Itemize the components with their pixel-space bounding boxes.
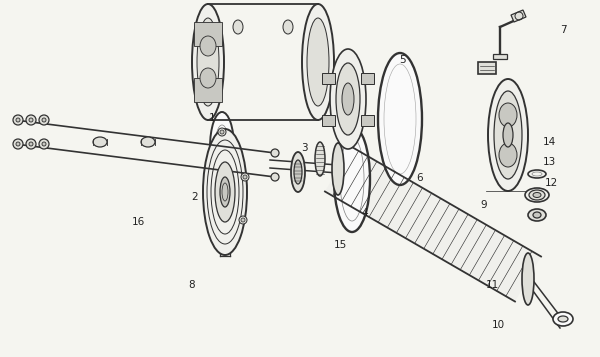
Ellipse shape (271, 173, 279, 181)
FancyBboxPatch shape (322, 115, 335, 126)
Text: 11: 11 (485, 280, 499, 290)
Text: 4: 4 (362, 208, 368, 218)
Text: 15: 15 (334, 240, 347, 250)
Ellipse shape (200, 36, 216, 56)
Ellipse shape (233, 20, 243, 34)
Text: 3: 3 (301, 143, 307, 153)
Ellipse shape (26, 139, 36, 149)
Ellipse shape (16, 142, 20, 146)
Ellipse shape (218, 128, 226, 136)
Ellipse shape (342, 83, 354, 115)
Text: 14: 14 (542, 137, 556, 147)
Ellipse shape (39, 139, 49, 149)
Ellipse shape (197, 18, 219, 106)
FancyBboxPatch shape (322, 72, 335, 84)
Ellipse shape (291, 152, 305, 192)
Ellipse shape (220, 177, 230, 207)
Ellipse shape (192, 4, 224, 120)
Ellipse shape (243, 175, 247, 179)
Ellipse shape (210, 112, 234, 182)
Ellipse shape (558, 316, 568, 322)
Ellipse shape (528, 209, 546, 221)
Ellipse shape (271, 149, 279, 157)
Ellipse shape (315, 142, 325, 176)
Polygon shape (194, 78, 222, 102)
Ellipse shape (522, 253, 534, 305)
Ellipse shape (307, 18, 329, 106)
Ellipse shape (39, 115, 49, 125)
Polygon shape (511, 10, 526, 22)
Text: 7: 7 (560, 25, 566, 35)
Ellipse shape (499, 143, 517, 167)
Ellipse shape (203, 129, 247, 255)
Ellipse shape (525, 188, 549, 202)
Ellipse shape (215, 162, 235, 222)
Ellipse shape (336, 63, 360, 135)
Ellipse shape (332, 143, 344, 195)
Ellipse shape (141, 137, 155, 147)
Ellipse shape (239, 216, 247, 224)
Ellipse shape (241, 173, 249, 181)
Text: 9: 9 (481, 200, 487, 210)
Ellipse shape (330, 49, 366, 149)
Text: 1: 1 (209, 113, 215, 123)
Ellipse shape (499, 103, 517, 127)
Ellipse shape (533, 192, 541, 197)
FancyBboxPatch shape (361, 72, 374, 84)
Ellipse shape (334, 126, 370, 232)
Text: 2: 2 (191, 192, 199, 202)
Ellipse shape (553, 312, 573, 326)
Text: 8: 8 (188, 280, 196, 290)
Ellipse shape (494, 91, 522, 179)
Ellipse shape (533, 212, 541, 218)
Ellipse shape (42, 118, 46, 122)
Ellipse shape (294, 160, 302, 184)
FancyBboxPatch shape (361, 115, 374, 126)
Polygon shape (325, 146, 541, 302)
Polygon shape (493, 54, 507, 59)
Ellipse shape (503, 123, 513, 147)
Text: 10: 10 (491, 320, 505, 330)
Text: 5: 5 (398, 55, 406, 65)
Ellipse shape (378, 53, 422, 185)
Ellipse shape (29, 142, 33, 146)
Ellipse shape (42, 142, 46, 146)
Ellipse shape (200, 68, 216, 88)
Ellipse shape (13, 115, 23, 125)
Text: 6: 6 (416, 173, 424, 183)
Ellipse shape (93, 137, 107, 147)
Ellipse shape (16, 118, 20, 122)
Ellipse shape (283, 20, 293, 34)
Ellipse shape (241, 218, 245, 222)
Ellipse shape (220, 130, 224, 134)
Text: 12: 12 (544, 178, 557, 188)
Text: 16: 16 (131, 217, 145, 227)
Ellipse shape (488, 79, 528, 191)
Polygon shape (194, 22, 222, 46)
Ellipse shape (13, 139, 23, 149)
Polygon shape (478, 62, 496, 74)
Ellipse shape (302, 4, 334, 120)
Ellipse shape (29, 118, 33, 122)
Ellipse shape (26, 115, 36, 125)
Ellipse shape (529, 190, 545, 200)
Text: 13: 13 (542, 157, 556, 167)
